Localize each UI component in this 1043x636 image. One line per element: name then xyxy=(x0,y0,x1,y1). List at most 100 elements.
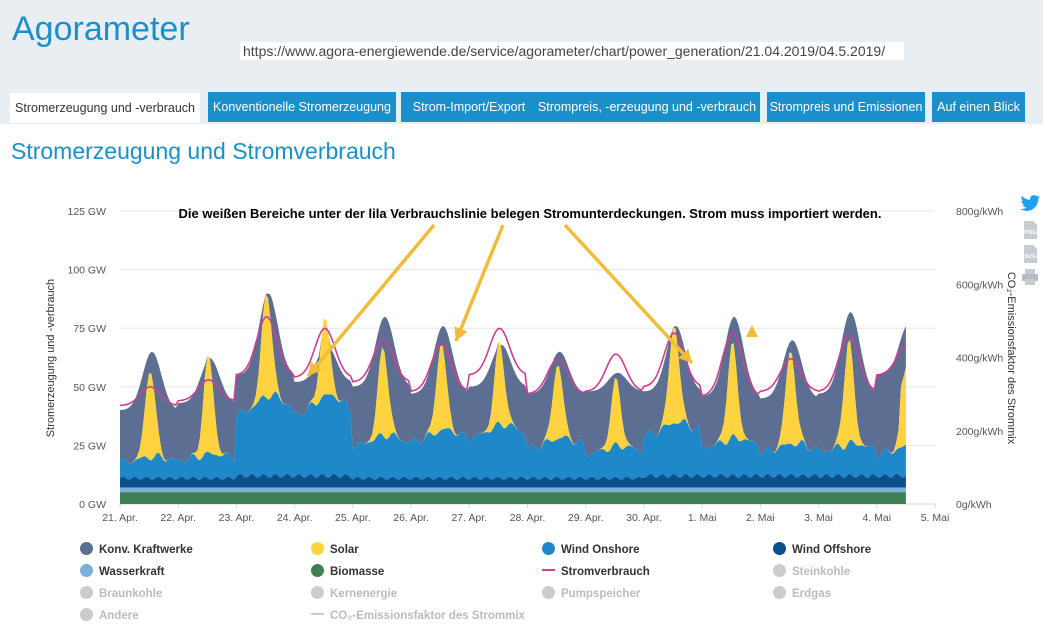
tab-strompreis-erzeugung[interactable]: Strompreis, -erzeugung und -verbrauch xyxy=(534,92,760,122)
chart-legend: Konv. Kraftwerke Solar Wind Onshore Wind Of… xyxy=(0,536,1043,636)
x-tick-label: 21. Apr. xyxy=(102,512,138,524)
x-tick-label: 26. Apr. xyxy=(393,512,429,524)
legend-item-wasserkraft[interactable]: Wasserkraft xyxy=(80,563,164,581)
legend-swatch xyxy=(311,586,324,599)
legend-item-biomasse[interactable]: Biomasse xyxy=(311,563,384,581)
legend-swatch xyxy=(80,564,93,577)
legend-label: Braunkohle xyxy=(99,588,163,600)
y-tick-label: 50 GW xyxy=(73,382,106,394)
legend-item-pumpspeicher[interactable]: Pumpspeicher xyxy=(542,585,640,603)
legend-swatch xyxy=(773,542,786,555)
twitter-icon[interactable] xyxy=(1020,193,1042,213)
legend-item-andere[interactable]: Andere xyxy=(80,607,139,625)
tab-auf-einen-blick[interactable]: Auf einen Blick xyxy=(932,92,1025,122)
legend-item-wind_offshore[interactable]: Wind Offshore xyxy=(773,541,871,559)
x-tick-label: 4. Mai xyxy=(862,512,891,524)
power-chart: 0 GW 25 GW 50 GW 75 GW 100 GW 125 GW 0g/kWh 200… xyxy=(45,206,1017,524)
stromverbrauch-line xyxy=(119,316,907,407)
annotation-arrow-2-head xyxy=(454,326,468,341)
legend-swatch xyxy=(80,608,93,621)
legend-item-braunkohle[interactable]: Braunkohle xyxy=(80,585,162,603)
legend-label: Erdgas xyxy=(792,588,831,600)
x-tick-label: 29. Apr. xyxy=(568,512,604,524)
biomasse-area xyxy=(120,492,906,504)
y2-tick-label: 800g/kWh xyxy=(956,206,1003,218)
x-tick-label: 30. Apr. xyxy=(626,512,662,524)
legend-swatch xyxy=(773,564,786,577)
y2-tick-label: 200g/kWh xyxy=(956,426,1003,438)
url-bar[interactable]: https://www.agora-energiewende.de/servic… xyxy=(240,42,904,60)
svg-text:PNG: PNG xyxy=(1025,230,1037,236)
legend-item-co2[interactable]: CO₂-Emissionsfaktor des Strommix xyxy=(311,607,525,625)
legend-item-solar[interactable]: Solar xyxy=(311,541,359,559)
legend-swatch xyxy=(80,542,93,555)
svg-download-icon[interactable]: SVG xyxy=(1020,244,1040,264)
x-tick-label: 2. Mai xyxy=(746,512,775,524)
x-tick-label: 25. Apr. xyxy=(335,512,371,524)
x-tick-label: 27. Apr. xyxy=(451,512,487,524)
legend-label: Steinkohle xyxy=(792,566,851,578)
legend-swatch xyxy=(311,613,324,615)
y-tick-label: 0 GW xyxy=(79,499,106,511)
legend-swatch xyxy=(311,564,324,577)
print-icon[interactable] xyxy=(1020,268,1040,286)
legend-label: Kernenergie xyxy=(330,588,398,600)
annotation-arrow-1-head xyxy=(308,361,322,376)
solar-area xyxy=(120,294,906,464)
legend-item-kernenergie[interactable]: Kernenergie xyxy=(311,585,397,603)
y-tick-label: 125 GW xyxy=(67,206,106,218)
legend-item-erdgas[interactable]: Erdgas xyxy=(773,585,831,603)
legend-label: Stromverbrauch xyxy=(561,566,650,578)
y2-tick-label: 0g/kWh xyxy=(956,499,992,511)
wasserkraft-area xyxy=(120,487,906,493)
tab-konventionelle[interactable]: Konventionelle Stromerzeugung xyxy=(208,92,396,122)
y-tick-label: 25 GW xyxy=(73,440,106,452)
x-tick-label: 24. Apr. xyxy=(277,512,313,524)
app-title: Agorameter xyxy=(12,10,190,48)
y-tick-label: 75 GW xyxy=(73,323,106,335)
x-tick-label: 28. Apr. xyxy=(510,512,546,524)
konv-kraftwerke-area xyxy=(120,293,906,464)
legend-item-steinkohle[interactable]: Steinkohle xyxy=(773,563,850,581)
legend-label: Wasserkraft xyxy=(99,566,165,578)
tab-strompreis-emissionen[interactable]: Strompreis und Emissionen xyxy=(767,92,925,122)
y2-tick-label: 400g/kWh xyxy=(956,353,1003,365)
legend-swatch xyxy=(311,542,324,555)
annotation-arrow-2 xyxy=(454,224,505,342)
tab-import-export[interactable]: Strom-Import/Export xyxy=(401,92,537,122)
svg-text:SVG: SVG xyxy=(1025,254,1037,260)
legend-label: Solar xyxy=(330,544,359,556)
annotation-arrow-3-head xyxy=(678,348,692,363)
x-tick-label: 5. Mai xyxy=(921,512,950,524)
y2-tick-label: 600g/kWh xyxy=(956,279,1003,291)
legend-label: Konv. Kraftwerke xyxy=(99,544,193,556)
png-download-icon[interactable]: PNG xyxy=(1020,220,1040,240)
legend-item-wind_onshore[interactable]: Wind Onshore xyxy=(542,541,639,559)
annotation-arrow-1 xyxy=(306,223,436,378)
x-tick-label: 23. Apr. xyxy=(219,512,255,524)
x-tick-label: 22. Apr. xyxy=(160,512,196,524)
y2-axis-title: CO₂-Emissionsfaktor des Strommix xyxy=(1005,272,1017,445)
page-title: Stromerzeugung und Stromverbrauch xyxy=(11,138,396,164)
annotation-arrow-3 xyxy=(563,223,694,365)
annotation-arrow-4-head xyxy=(746,325,758,337)
wind-offshore-area xyxy=(120,473,906,488)
x-tick-label: 3. Mai xyxy=(804,512,833,524)
tab-stromerzeugung[interactable]: Stromerzeugung und -verbrauch xyxy=(10,93,200,123)
legend-swatch xyxy=(542,569,555,571)
x-tick-label: 1. Mai xyxy=(688,512,717,524)
legend-swatch xyxy=(542,542,555,555)
legend-label: Pumpspeicher xyxy=(561,588,641,600)
wind-onshore-area xyxy=(120,391,906,480)
legend-item-stromverbrauch[interactable]: Stromverbrauch xyxy=(542,563,650,581)
legend-swatch xyxy=(80,586,93,599)
legend-label: Biomasse xyxy=(330,566,385,578)
legend-item-konv[interactable]: Konv. Kraftwerke xyxy=(80,541,193,559)
legend-label: CO₂-Emissionsfaktor des Strommix xyxy=(330,610,525,622)
legend-swatch xyxy=(773,586,786,599)
annotation-text: Die weißen Bereiche unter der lila Verbr… xyxy=(179,206,882,221)
y-axis-title: Stromerzeugung und -verbrauch xyxy=(45,279,57,437)
y-tick-label: 100 GW xyxy=(67,265,106,277)
legend-swatch xyxy=(542,586,555,599)
legend-label: Andere xyxy=(99,610,139,622)
